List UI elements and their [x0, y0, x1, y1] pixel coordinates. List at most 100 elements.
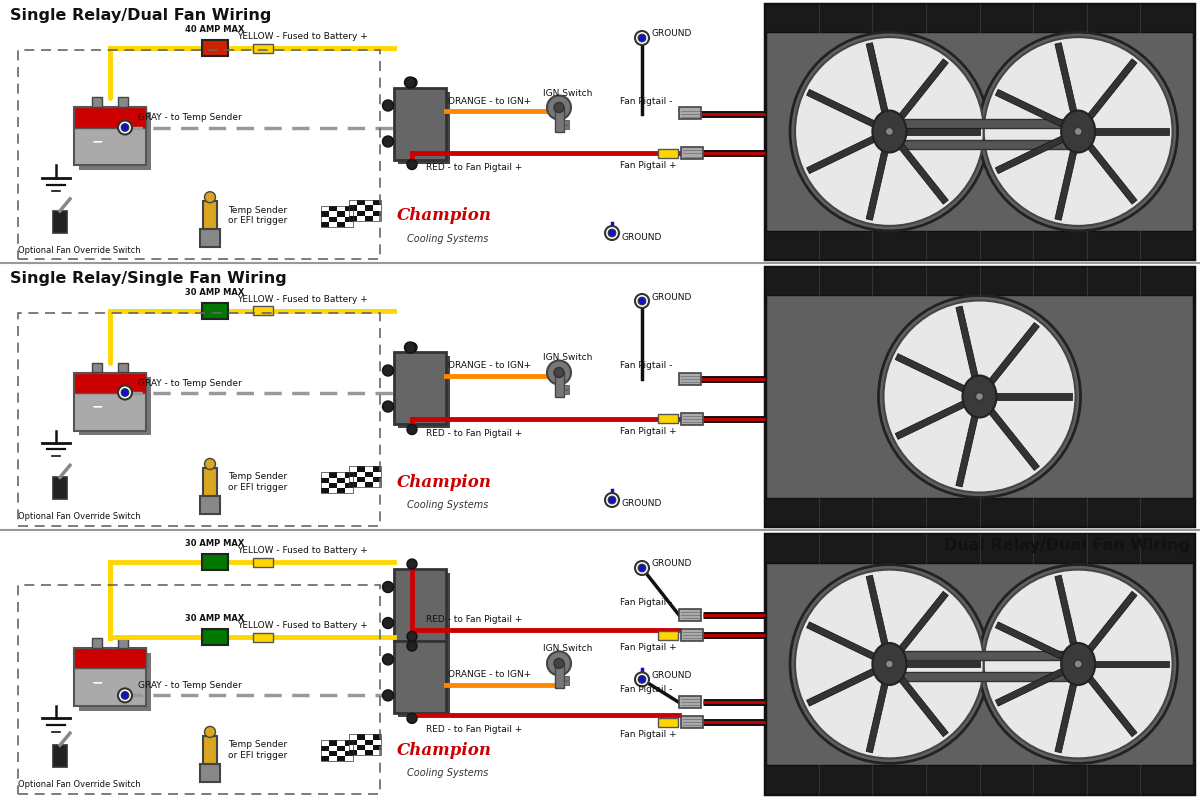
Polygon shape: [1055, 42, 1078, 118]
Bar: [766, 231, 1194, 259]
Circle shape: [204, 192, 216, 202]
Circle shape: [547, 95, 571, 119]
Bar: [398, 357, 450, 429]
Polygon shape: [866, 146, 889, 220]
Bar: [766, 534, 1194, 562]
Bar: [74, 373, 146, 393]
Bar: [365, 200, 373, 206]
Polygon shape: [995, 394, 1072, 400]
Bar: [53, 478, 67, 499]
Text: Fan Pigtail -: Fan Pigtail -: [620, 686, 672, 694]
Text: Fan Pigtail +: Fan Pigtail +: [620, 643, 677, 652]
Circle shape: [1074, 127, 1082, 135]
Circle shape: [638, 34, 646, 42]
Bar: [346, 756, 353, 761]
Bar: [200, 764, 220, 782]
Polygon shape: [986, 406, 1039, 470]
Bar: [766, 498, 1194, 526]
Bar: [337, 756, 346, 761]
Bar: [329, 206, 337, 211]
Bar: [329, 740, 337, 746]
Bar: [766, 267, 1194, 295]
Bar: [886, 139, 1082, 149]
Polygon shape: [895, 400, 967, 439]
Polygon shape: [905, 661, 979, 667]
Circle shape: [204, 726, 216, 738]
Bar: [766, 766, 1194, 794]
Bar: [118, 98, 128, 107]
Text: Champion: Champion: [397, 474, 492, 490]
Polygon shape: [896, 59, 948, 122]
Bar: [320, 740, 353, 761]
Bar: [358, 206, 365, 210]
Bar: [337, 478, 346, 483]
Bar: [346, 217, 353, 222]
Bar: [398, 91, 450, 163]
Bar: [358, 466, 365, 472]
Bar: [329, 750, 337, 756]
Bar: [373, 482, 380, 487]
Circle shape: [1074, 660, 1082, 668]
Text: YELLOW - Fused to Battery +: YELLOW - Fused to Battery +: [238, 32, 367, 41]
Bar: [349, 466, 382, 487]
Bar: [349, 200, 358, 206]
Circle shape: [118, 386, 132, 399]
Bar: [349, 739, 358, 745]
Text: GROUND: GROUND: [652, 559, 692, 569]
Text: GROUND: GROUND: [652, 30, 692, 38]
Bar: [202, 303, 228, 319]
Bar: [202, 40, 228, 56]
Text: Dual Relay/Dual Fan Wiring: Dual Relay/Dual Fan Wiring: [944, 538, 1190, 553]
Text: IGN Switch: IGN Switch: [544, 645, 593, 654]
Polygon shape: [1055, 678, 1078, 753]
Circle shape: [608, 229, 616, 237]
Circle shape: [407, 714, 418, 723]
Bar: [394, 569, 446, 641]
Circle shape: [383, 401, 394, 412]
Bar: [346, 478, 353, 483]
Polygon shape: [905, 128, 979, 134]
Bar: [349, 750, 358, 755]
Bar: [92, 98, 102, 107]
Polygon shape: [1085, 142, 1138, 204]
Bar: [320, 211, 329, 217]
Text: YELLOW - Fused to Battery +: YELLOW - Fused to Battery +: [238, 546, 367, 555]
Text: 30 AMP MAX: 30 AMP MAX: [185, 288, 245, 297]
Text: Optional Fan Override Switch: Optional Fan Override Switch: [18, 512, 140, 522]
Bar: [329, 478, 337, 483]
Bar: [554, 663, 564, 688]
Bar: [320, 473, 353, 494]
Bar: [373, 206, 380, 210]
Bar: [564, 676, 569, 680]
Polygon shape: [895, 354, 967, 393]
Polygon shape: [956, 306, 979, 382]
Text: YELLOW - Fused to Battery +: YELLOW - Fused to Battery +: [238, 621, 367, 630]
Bar: [564, 390, 569, 394]
Text: RED - to Fan Pigtail +: RED - to Fan Pigtail +: [426, 163, 522, 173]
Bar: [320, 222, 329, 227]
Bar: [337, 740, 346, 746]
Bar: [253, 306, 274, 315]
Bar: [203, 468, 217, 496]
Text: Fan Pigtail -: Fan Pigtail -: [620, 362, 672, 370]
Bar: [53, 745, 67, 767]
Bar: [74, 648, 146, 706]
Bar: [365, 750, 373, 755]
Bar: [682, 413, 703, 425]
Bar: [337, 222, 346, 227]
Bar: [365, 210, 373, 216]
Bar: [365, 739, 373, 745]
Text: Optional Fan Override Switch: Optional Fan Override Switch: [18, 780, 140, 789]
Bar: [346, 750, 353, 756]
Bar: [74, 373, 146, 430]
Text: 40 AMP MAX: 40 AMP MAX: [185, 25, 245, 34]
Circle shape: [554, 367, 564, 378]
Bar: [320, 483, 329, 488]
Bar: [346, 211, 353, 217]
Bar: [349, 466, 358, 472]
Circle shape: [404, 77, 415, 88]
Circle shape: [407, 342, 418, 353]
Circle shape: [608, 496, 616, 504]
Bar: [203, 736, 217, 764]
Circle shape: [984, 570, 1172, 758]
